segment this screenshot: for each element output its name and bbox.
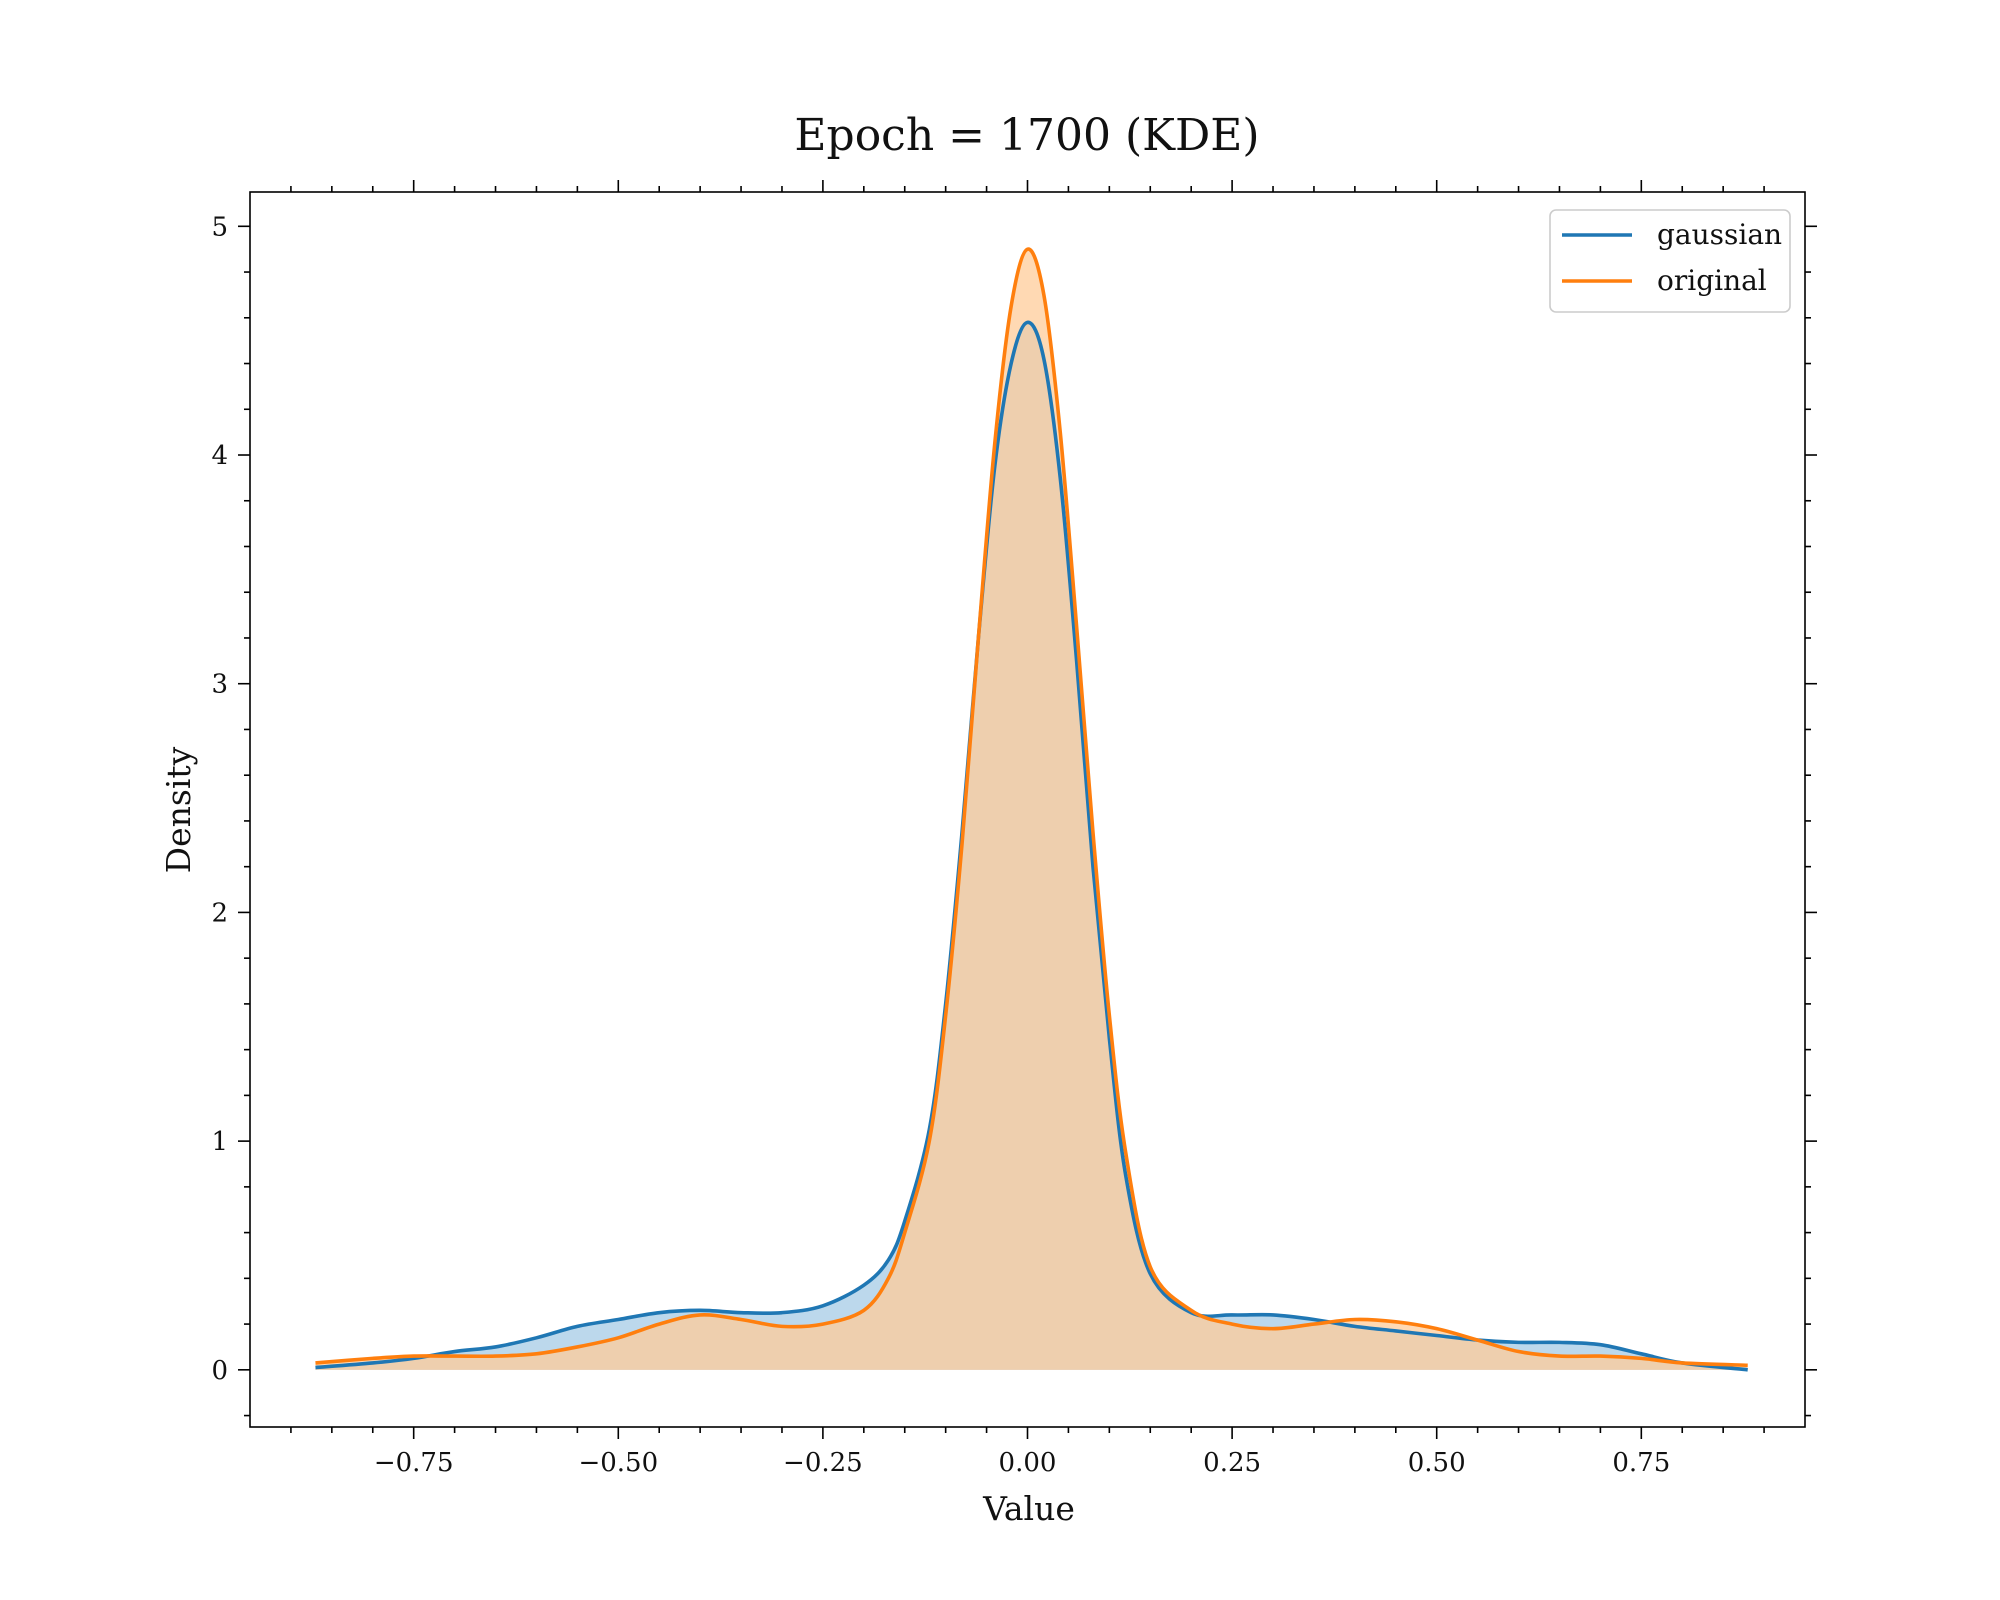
chart-title: Epoch = 1700 (KDE) xyxy=(794,110,1259,161)
x-tick-label: 0.00 xyxy=(999,1448,1057,1478)
legend: gaussian original xyxy=(1549,209,1791,313)
y-tick-label: 3 xyxy=(211,670,228,700)
x-tick-label: −0.50 xyxy=(578,1448,658,1478)
area-fills xyxy=(315,249,1748,1370)
y-tick-label: 0 xyxy=(211,1356,228,1386)
x-tick-label: −0.75 xyxy=(374,1448,454,1478)
axis-ticks xyxy=(238,180,1817,1439)
y-axis-label: Density xyxy=(159,746,198,873)
x-tick-label: 0.25 xyxy=(1203,1448,1261,1478)
area-fill-original xyxy=(315,249,1748,1370)
x-tick-label: 0.50 xyxy=(1408,1448,1466,1478)
y-tick-label: 2 xyxy=(211,898,228,928)
x-axis-label: Value xyxy=(982,1489,1075,1528)
y-tick-label: 4 xyxy=(211,441,228,471)
y-tick-label: 1 xyxy=(211,1127,228,1157)
x-tick-labels: −0.75 −0.50 −0.25 0.00 0.25 0.50 0.75 xyxy=(374,1448,1670,1478)
legend-label-gaussian: gaussian xyxy=(1657,218,1782,251)
x-tick-label: −0.25 xyxy=(783,1448,863,1478)
legend-label-original: original xyxy=(1657,264,1767,297)
x-tick-label: 0.75 xyxy=(1612,1448,1670,1478)
density-lines xyxy=(315,247,1748,1372)
series-line-gaussian xyxy=(315,320,1748,1372)
y-tick-labels: 0 1 2 3 4 5 xyxy=(211,212,228,1386)
y-tick-label: 5 xyxy=(211,212,228,242)
series-line-original xyxy=(315,247,1748,1368)
